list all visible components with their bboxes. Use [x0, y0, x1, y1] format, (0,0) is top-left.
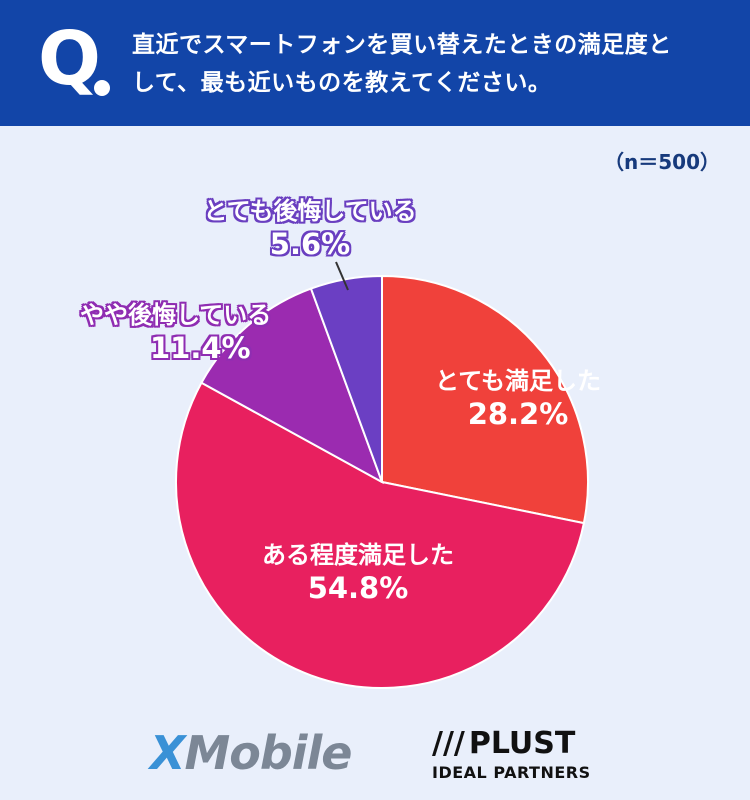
- slice-label-very-satisfied: とても満足した 28.2%: [418, 366, 618, 432]
- slice-name-very-satisfied: とても満足した: [434, 367, 602, 395]
- xmobile-logo-text: Mobile: [184, 726, 352, 780]
- q-mark: Q: [38, 16, 101, 102]
- slice-value-somewhat-satisfied: 54.8%: [307, 571, 409, 605]
- slice-label-somewhat-regret: やや後悔している 11.4%: [80, 300, 320, 366]
- slice-name-somewhat-regret: やや後悔している: [80, 301, 272, 329]
- sample-size: （n＝500）: [604, 150, 720, 174]
- slice-value-very-regret: 5.6%: [269, 227, 351, 261]
- question-line-2: して、最も近いものを教えてください。: [132, 70, 552, 96]
- leader-line-very-regret: [335, 261, 349, 291]
- pie-slice-somewhat-satisfied: [175, 381, 586, 689]
- slice-name-somewhat-satisfied: ある程度満足した: [262, 541, 454, 569]
- question-line-1: 直近でスマートフォンを買い替えたときの満足度と: [132, 32, 672, 58]
- plust-mark-icon: ///: [432, 726, 465, 761]
- question-text: 直近でスマートフォンを買い替えたときの満足度と して、最も近いものを教えてくださ…: [132, 26, 732, 102]
- slice-label-somewhat-satisfied: ある程度満足した 54.8%: [228, 540, 488, 606]
- slice-value-very-satisfied: 28.2%: [467, 397, 569, 431]
- question-header: Q 直近でスマートフォンを買い替えたときの満足度と して、最も近いものを教えてく…: [0, 0, 750, 126]
- pie-slice-somewhat-regret: [200, 287, 384, 485]
- plust-logo: ///PLUST IDEAL PARTNERS: [432, 726, 591, 782]
- xmobile-logo-x: X: [150, 726, 185, 780]
- slice-name-very-regret: とても後悔している: [203, 197, 417, 225]
- q-dot-icon: [94, 80, 110, 96]
- plust-logo-sub: IDEAL PARTNERS: [432, 763, 591, 782]
- slice-label-very-regret: とても後悔している 5.6%: [180, 196, 440, 262]
- plust-logo-name: PLUST: [468, 726, 576, 761]
- pie-slice-very-regret: [309, 274, 383, 483]
- xmobile-logo: XMobile: [150, 726, 353, 780]
- slice-value-somewhat-regret: 11.4%: [150, 331, 251, 365]
- pie-slice-very-satisfied: [381, 274, 589, 525]
